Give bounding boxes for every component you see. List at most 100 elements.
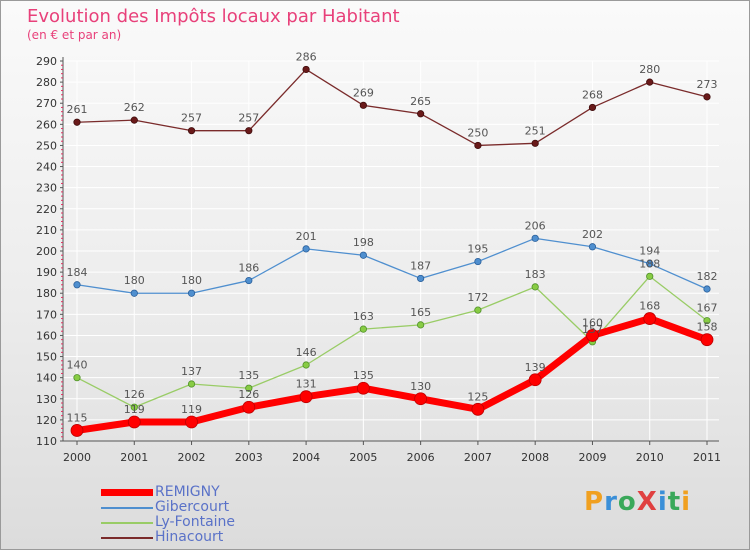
data-label-gibercourt: 194 xyxy=(639,245,660,258)
data-label-hinacourt: 261 xyxy=(67,103,88,116)
y-tick-label: 190 xyxy=(36,266,57,279)
data-point-remigny xyxy=(471,402,485,416)
legend-swatch xyxy=(101,521,153,524)
data-label-gibercourt: 180 xyxy=(181,274,202,287)
legend-label: Gibercourt xyxy=(155,499,230,515)
data-label-remigny: 115 xyxy=(67,411,88,424)
data-label-gibercourt: 201 xyxy=(296,230,317,243)
data-point-remigny xyxy=(414,392,428,406)
data-point-ly-fontaine xyxy=(245,384,253,392)
y-tick-label: 230 xyxy=(36,182,57,195)
series-line-hinacourt xyxy=(76,68,708,147)
data-label-remigny: 139 xyxy=(525,361,546,374)
legend-item-gibercourt: Gibercourt xyxy=(101,500,235,515)
data-point-hinacourt xyxy=(703,93,711,101)
proxiti-logo: ProXiti xyxy=(584,487,692,517)
data-point-remigny xyxy=(242,400,256,414)
data-label-gibercourt: 182 xyxy=(697,270,718,283)
y-tick-label: 120 xyxy=(36,414,57,427)
data-label-gibercourt: 206 xyxy=(525,219,546,232)
legend-label: Hinacourt xyxy=(155,529,224,545)
data-point-remigny xyxy=(356,381,370,395)
x-tick-label: 2007 xyxy=(464,451,492,464)
data-label-remigny: 126 xyxy=(238,388,259,401)
data-label-remigny: 158 xyxy=(697,321,718,334)
x-tick-label: 2002 xyxy=(178,451,206,464)
data-label-remigny: 119 xyxy=(181,403,202,416)
y-tick-label: 200 xyxy=(36,245,57,258)
data-labels: 261 262 257 257 286 269 265 250 251 268 280 273 184 1… xyxy=(67,50,718,424)
data-label-hinacourt: 262 xyxy=(124,101,145,114)
data-point-remigny xyxy=(700,333,714,347)
data-point-remigny xyxy=(299,390,313,404)
series-line-ly-fontaine xyxy=(76,275,708,408)
data-label-hinacourt: 251 xyxy=(525,124,546,137)
y-tick-label: 240 xyxy=(36,161,57,174)
data-label-ly-fontaine: 137 xyxy=(181,365,202,378)
data-point-gibercourt xyxy=(588,243,597,251)
data-point-ly-fontaine xyxy=(703,317,711,325)
data-label-remigny: 135 xyxy=(353,369,374,382)
y-tick-label: 160 xyxy=(36,329,57,342)
x-tick-label: 2011 xyxy=(693,451,721,464)
x-tick-label: 2001 xyxy=(120,451,148,464)
data-label-ly-fontaine: 126 xyxy=(124,388,145,401)
x-tick-label: 2000 xyxy=(63,451,91,464)
legend-swatch xyxy=(101,536,153,539)
data-point-gibercourt xyxy=(187,289,196,297)
legend-label: Ly-Fontaine xyxy=(155,514,236,530)
x-tick-label: 2009 xyxy=(578,451,606,464)
legend: REMIGNY Gibercourt Ly-Fontaine Hinacourt xyxy=(101,485,235,545)
data-label-hinacourt: 257 xyxy=(238,112,259,125)
data-point-hinacourt xyxy=(130,116,138,124)
legend-item-ly-fontaine: Ly-Fontaine xyxy=(101,515,235,530)
data-label-gibercourt: 184 xyxy=(67,266,88,279)
data-label-hinacourt: 273 xyxy=(697,78,718,91)
data-label-hinacourt: 250 xyxy=(467,126,488,139)
y-tick-label: 110 xyxy=(36,435,57,448)
grid xyxy=(63,60,719,442)
chart-title: Evolution des Impôts locaux par Habitant xyxy=(27,6,400,27)
legend-swatch xyxy=(101,506,153,509)
data-label-ly-fontaine: 172 xyxy=(467,291,488,304)
data-point-hinacourt xyxy=(359,101,367,109)
data-point-gibercourt xyxy=(703,285,711,293)
data-point-hinacourt xyxy=(531,139,539,147)
data-point-ly-fontaine xyxy=(531,283,539,291)
data-label-ly-fontaine: 163 xyxy=(353,310,374,323)
data-label-remigny: 125 xyxy=(467,390,488,403)
x-tick-label: 2003 xyxy=(235,451,263,464)
series-line-gibercourt xyxy=(76,237,708,294)
series-line-remigny xyxy=(73,315,711,434)
x-tick-label: 2004 xyxy=(292,451,320,464)
data-point-gibercourt xyxy=(359,251,367,259)
x-tick-label: 2006 xyxy=(407,451,435,464)
data-label-ly-fontaine: 140 xyxy=(67,359,88,372)
y-tick-label: 250 xyxy=(36,139,57,152)
data-point-hinacourt xyxy=(646,78,654,86)
data-point-hinacourt xyxy=(245,127,253,135)
y-tick-label: 140 xyxy=(36,372,57,385)
y-tick-label: 280 xyxy=(36,76,57,89)
data-point-ly-fontaine xyxy=(417,321,425,329)
data-point-remigny xyxy=(127,415,141,429)
data-point-ly-fontaine xyxy=(646,272,654,280)
legend-label: REMIGNY xyxy=(155,484,220,500)
series-lines xyxy=(73,68,711,434)
data-point-ly-fontaine xyxy=(73,374,81,382)
x-tick-label: 2008 xyxy=(521,451,549,464)
data-point-gibercourt xyxy=(245,276,253,285)
data-label-gibercourt: 186 xyxy=(238,262,259,275)
data-label-remigny: 131 xyxy=(296,378,317,391)
data-point-gibercourt xyxy=(646,260,654,268)
data-label-hinacourt: 269 xyxy=(353,86,374,99)
axes xyxy=(62,57,719,442)
data-point-ly-fontaine xyxy=(474,306,482,314)
data-label-hinacourt: 265 xyxy=(410,95,431,108)
y-tick-label: 260 xyxy=(36,118,57,131)
data-point-hinacourt xyxy=(417,110,425,118)
y-tick-label: 220 xyxy=(36,203,57,216)
legend-item-remigny: REMIGNY xyxy=(101,485,235,500)
data-point-gibercourt xyxy=(302,245,310,253)
